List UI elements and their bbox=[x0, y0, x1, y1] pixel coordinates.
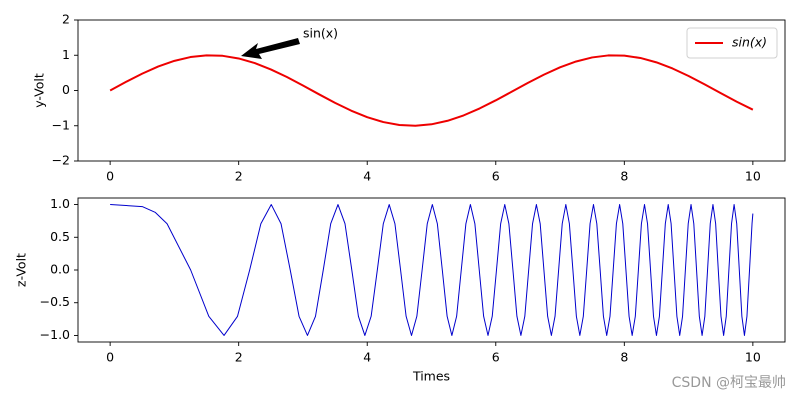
x-tick-label: 8 bbox=[620, 350, 628, 365]
x-tick-label: 2 bbox=[235, 350, 243, 365]
x-axis-label: Times bbox=[412, 369, 450, 384]
x-tick-label: 6 bbox=[492, 169, 500, 184]
x-tick-label: 8 bbox=[620, 169, 628, 184]
y-tick-label: 1 bbox=[62, 47, 70, 62]
x-tick-label: 4 bbox=[363, 169, 371, 184]
legend-box bbox=[686, 27, 778, 59]
y-tick-label: −1.0 bbox=[40, 327, 70, 342]
x-tick-label: 10 bbox=[745, 169, 761, 184]
x-tick-label: 10 bbox=[745, 350, 761, 365]
y-tick-label: 2 bbox=[62, 12, 70, 27]
series-line bbox=[110, 204, 754, 336]
annotation: sin(x) bbox=[303, 26, 338, 41]
y-axis-label: y-Volt bbox=[32, 73, 47, 108]
y-tick-label: −0.5 bbox=[40, 294, 70, 309]
x-tick-label: 0 bbox=[106, 350, 114, 365]
y-tick-label: −1 bbox=[52, 117, 70, 132]
y-tick-label: 0 bbox=[62, 82, 70, 97]
y-tick-label: −2 bbox=[52, 153, 70, 168]
x-tick-label: 4 bbox=[363, 350, 371, 365]
annotation-arrow bbox=[241, 38, 300, 59]
series-line bbox=[109, 54, 754, 127]
x-tick-label: 6 bbox=[492, 350, 500, 365]
y-tick-label: 0.5 bbox=[50, 229, 70, 244]
y-axis-label: z-Volt bbox=[14, 253, 29, 287]
watermark: CSDN @柯宝最帅 bbox=[672, 375, 786, 391]
x-tick-label: 2 bbox=[235, 169, 243, 184]
x-tick-label: 0 bbox=[106, 169, 114, 184]
y-tick-label: 0.0 bbox=[50, 262, 70, 277]
y-tick-label: 1.0 bbox=[50, 196, 70, 211]
legend-label: sin(x) bbox=[732, 35, 767, 50]
